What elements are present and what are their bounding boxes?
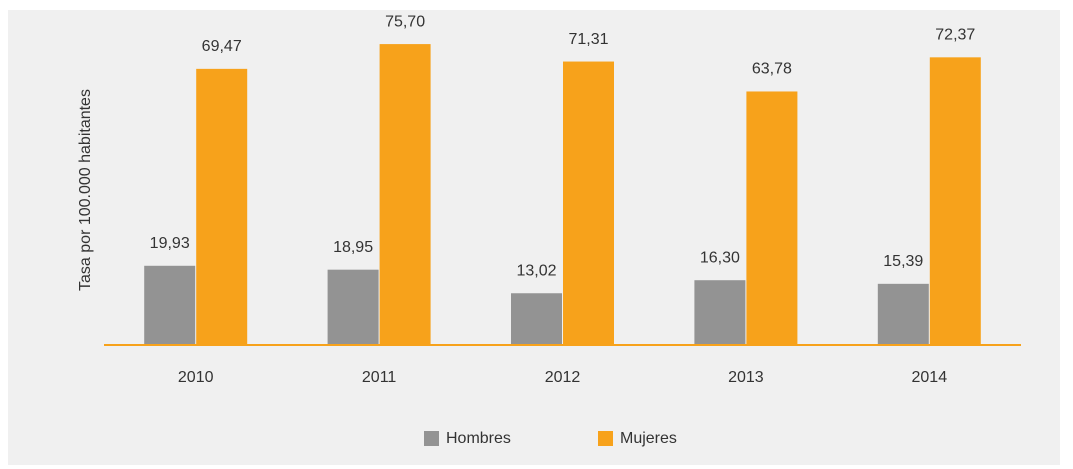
chart-background xyxy=(8,10,1060,465)
bar xyxy=(877,283,929,345)
data-label: 69,47 xyxy=(202,38,242,55)
bar xyxy=(511,293,562,345)
bar xyxy=(694,280,746,345)
bar xyxy=(327,269,379,345)
legend-swatch xyxy=(598,431,613,446)
bar xyxy=(746,91,798,345)
bar xyxy=(929,57,981,345)
x-tick-label: 2010 xyxy=(178,369,214,386)
y-axis-label: Tasa por 100.000 habitantes xyxy=(77,89,94,291)
legend-label: Mujeres xyxy=(620,430,677,447)
data-label: 71,31 xyxy=(568,31,608,48)
x-tick-label: 2012 xyxy=(545,369,581,386)
x-tick-label: 2013 xyxy=(728,369,764,386)
data-label: 19,93 xyxy=(150,235,190,252)
legend-label: Hombres xyxy=(446,430,511,447)
data-label: 63,78 xyxy=(752,61,792,78)
bar xyxy=(196,68,248,345)
data-label: 16,30 xyxy=(700,249,740,266)
data-label: 72,37 xyxy=(935,27,975,44)
legend-swatch xyxy=(424,431,439,446)
x-tick-label: 2014 xyxy=(912,369,948,386)
bar xyxy=(379,44,431,345)
bar xyxy=(563,61,614,345)
data-label: 75,70 xyxy=(385,13,425,30)
data-label: 18,95 xyxy=(333,239,373,256)
bar xyxy=(144,265,196,345)
x-tick-label: 2011 xyxy=(362,369,397,386)
data-label: 13,02 xyxy=(516,262,556,279)
data-label: 15,39 xyxy=(883,253,923,270)
